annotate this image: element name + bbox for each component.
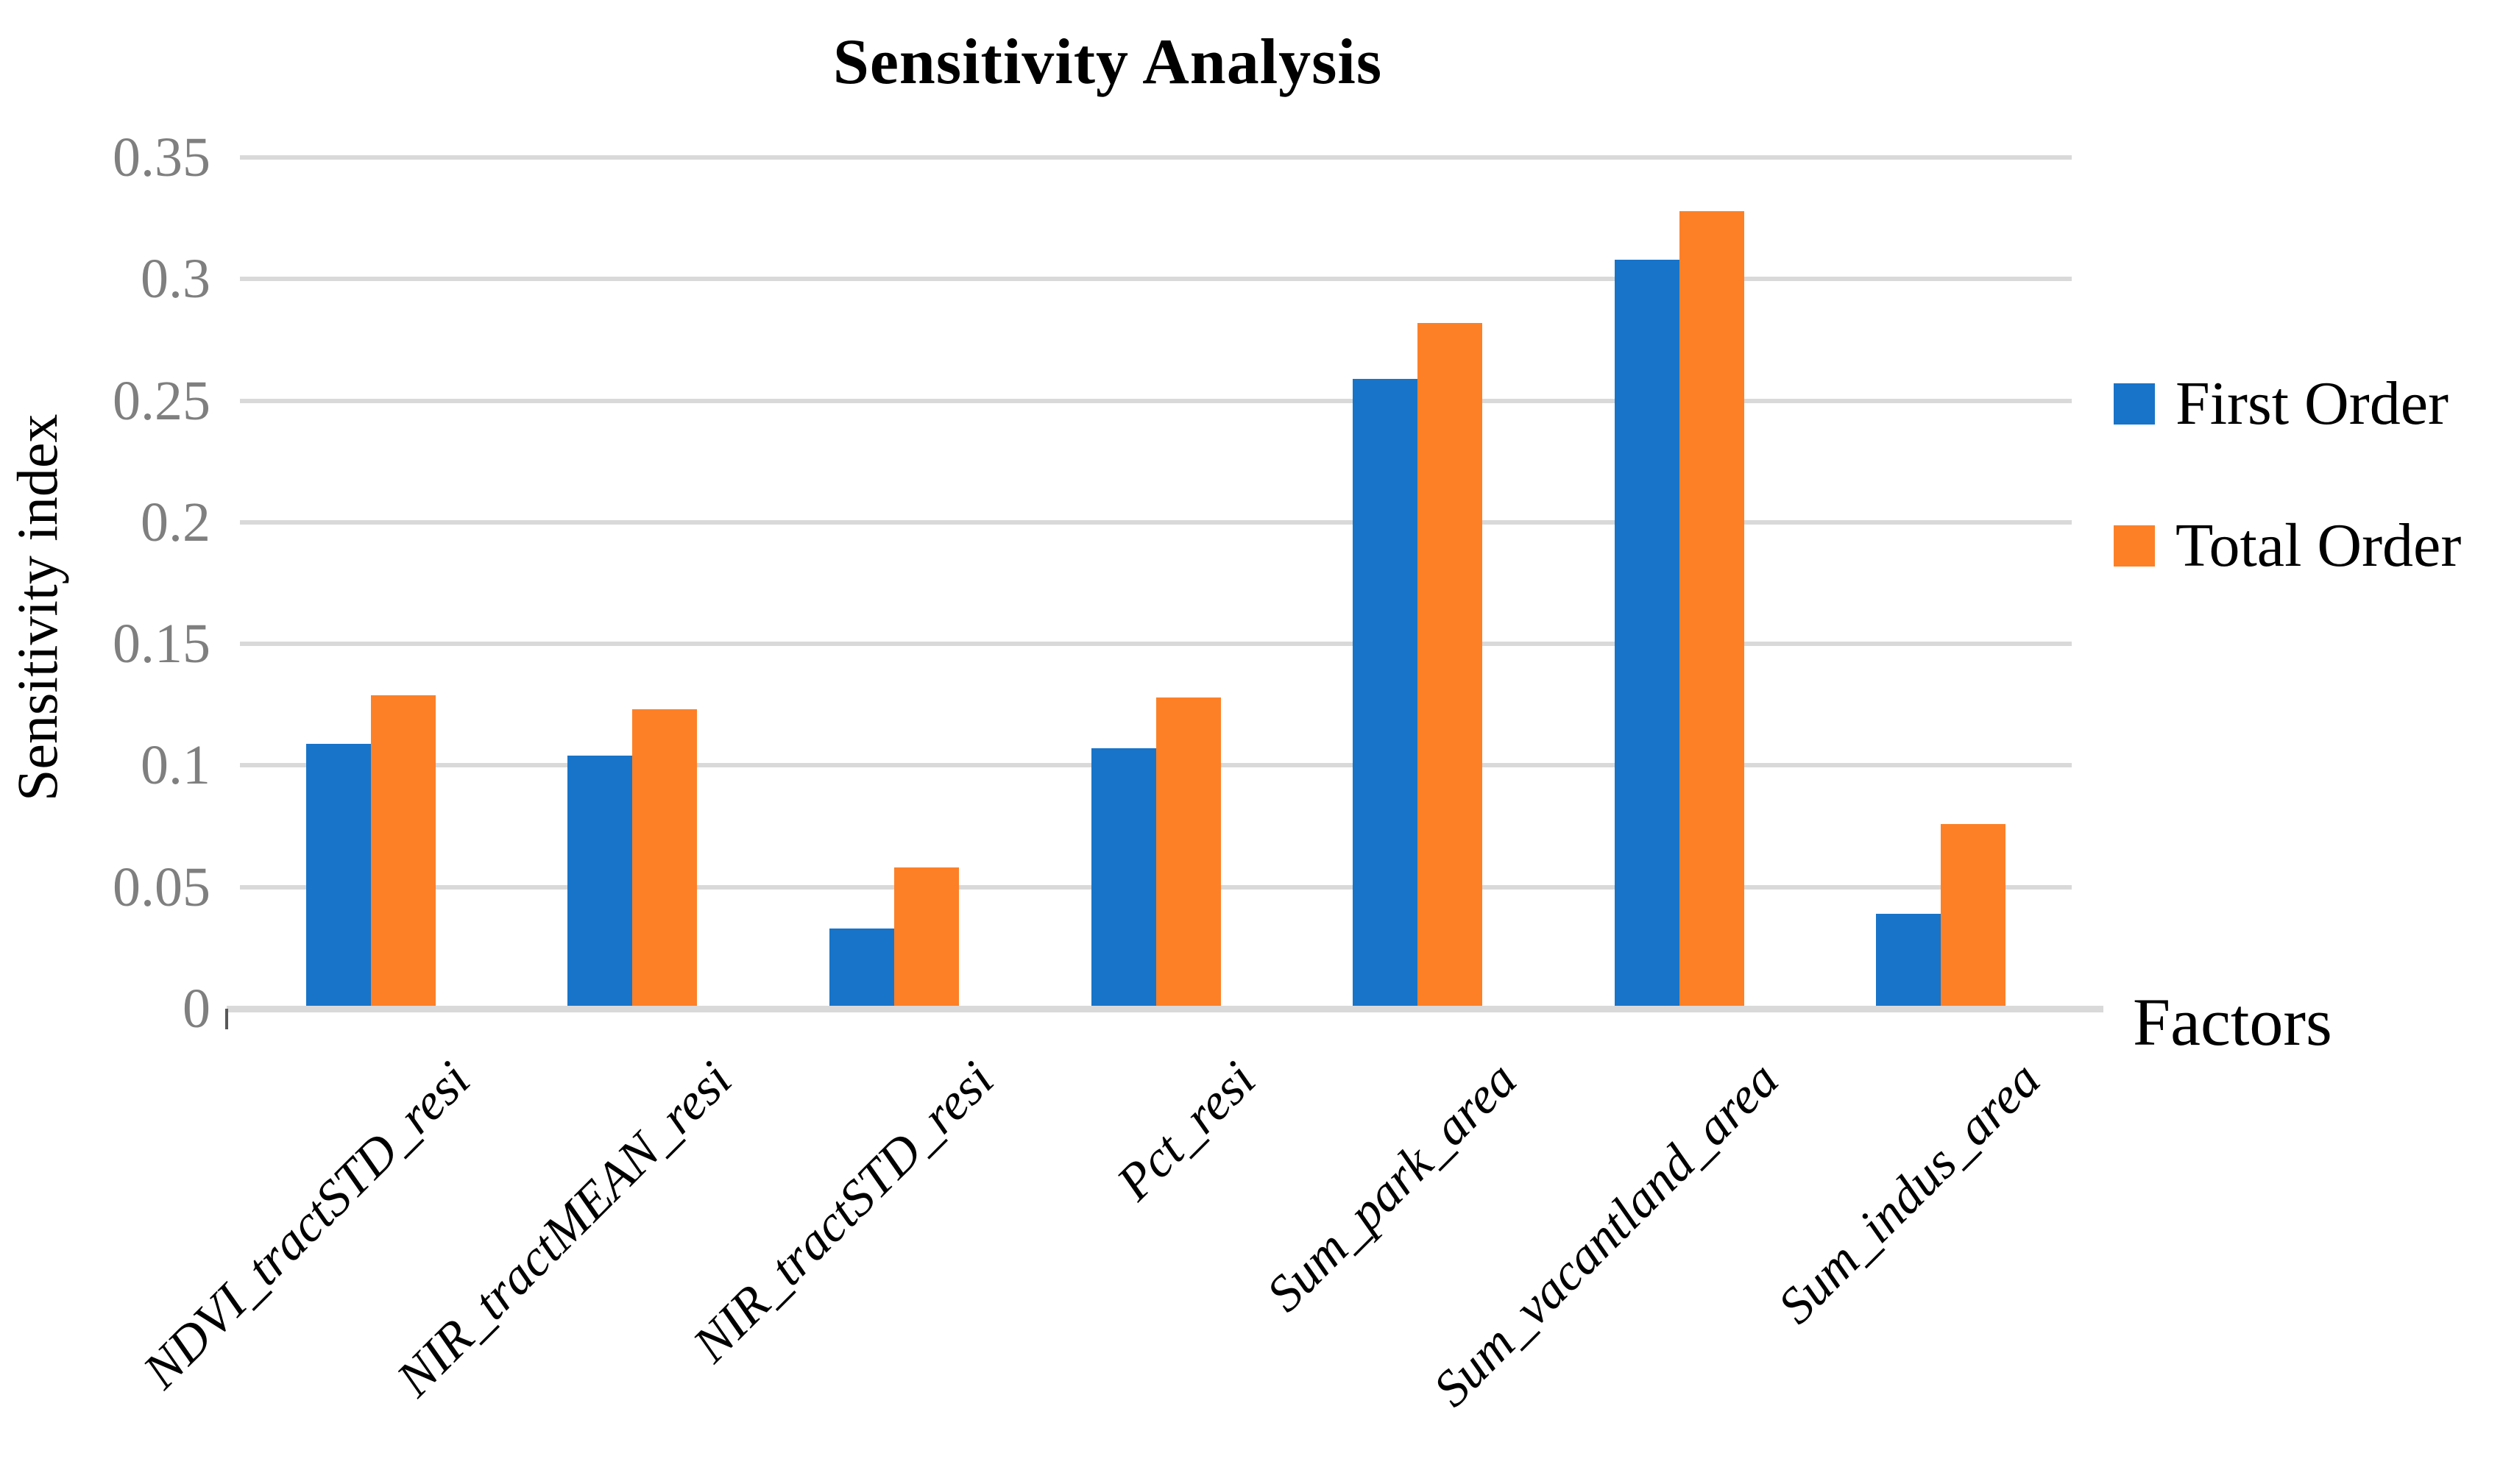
legend-label-first-order: First Order <box>2175 369 2449 438</box>
x-label-sum-indus-area: Sum_indus_area <box>1768 1051 2052 1335</box>
y-tick-label-0.15: 0.15 <box>113 613 210 675</box>
bar-first-order-sum-park-area <box>1353 378 1418 1009</box>
x-axis-tick <box>225 1009 228 1029</box>
legend-label-total-order: Total Order <box>2175 511 2462 580</box>
gridline-0.35 <box>240 155 2072 160</box>
x-axis-line <box>227 1006 2103 1012</box>
legend-swatch-total-order <box>2114 525 2155 567</box>
bar-total-order-sum-vacantland-area <box>1679 210 1744 1009</box>
bar-first-order-nir-tractmean-resi <box>567 756 633 1009</box>
bar-total-order-pct-resi <box>1155 697 1221 1009</box>
legend-item-total-order: Total Order <box>2114 510 2461 581</box>
gridline-0.15 <box>240 642 2072 647</box>
y-tick-label-0.1: 0.1 <box>141 734 210 797</box>
bar-total-order-ndvi-tractstd-resi <box>370 695 436 1009</box>
y-tick-label-0.2: 0.2 <box>141 491 210 553</box>
y-tick-label-0.25: 0.25 <box>113 369 210 432</box>
bar-first-order-sum-vacantland-area <box>1614 259 1679 1009</box>
legend: First Order Total Order <box>2114 368 2461 652</box>
x-label-pct-resi: Pct_resi <box>1106 1051 1267 1212</box>
bar-total-order-nir-tractstd-resi <box>893 867 959 1009</box>
chart-title: Sensitivity Analysis <box>832 26 1383 98</box>
bar-first-order-sum-indus-area <box>1876 914 1941 1009</box>
bar-first-order-nir-tractstd-resi <box>829 928 894 1009</box>
bar-total-order-nir-tractmean-resi <box>632 709 698 1009</box>
legend-item-first-order: First Order <box>2114 368 2461 439</box>
x-axis-title: Factors <box>2133 984 2332 1059</box>
gridline-0.2 <box>240 519 2072 525</box>
gridline-0.3 <box>240 277 2072 282</box>
y-tick-label-0.35: 0.35 <box>113 126 210 188</box>
bar-total-order-sum-indus-area <box>1941 823 2006 1009</box>
bar-total-order-sum-park-area <box>1417 322 1483 1009</box>
legend-swatch-first-order <box>2114 383 2155 425</box>
y-tick-label-0: 0 <box>183 978 210 1040</box>
y-tick-label-0.05: 0.05 <box>113 856 210 918</box>
gridline-0.25 <box>240 398 2072 403</box>
bar-first-order-ndvi-tractstd-resi <box>305 743 371 1009</box>
bar-first-order-pct-resi <box>1091 748 1156 1009</box>
x-label-sum-park-area: Sum_park_area <box>1256 1051 1529 1323</box>
y-tick-label-0.3: 0.3 <box>141 248 210 310</box>
